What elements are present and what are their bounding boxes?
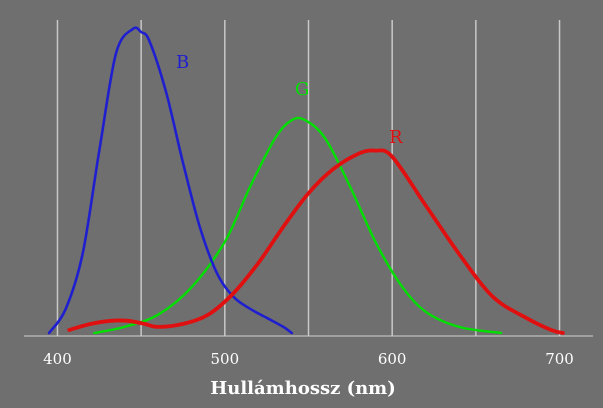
series-group (47, 26, 565, 335)
x-tick-label-700: 700 (545, 350, 574, 368)
grid (56, 20, 561, 336)
series-label-b: B (176, 52, 189, 73)
series-label-g: G (295, 79, 309, 100)
x-tick-labels: 400 500 600 700 (43, 350, 574, 368)
x-tick-label-600: 600 (378, 350, 407, 368)
x-axis-title: Hullámhossz (nm) (210, 378, 396, 399)
series-line-b (47, 26, 294, 335)
series-label-r: R (389, 127, 403, 148)
x-tick-label-500: 500 (211, 350, 240, 368)
series-line-g (93, 116, 503, 335)
x-tick-label-400: 400 (43, 350, 72, 368)
series-line-r (67, 148, 565, 335)
